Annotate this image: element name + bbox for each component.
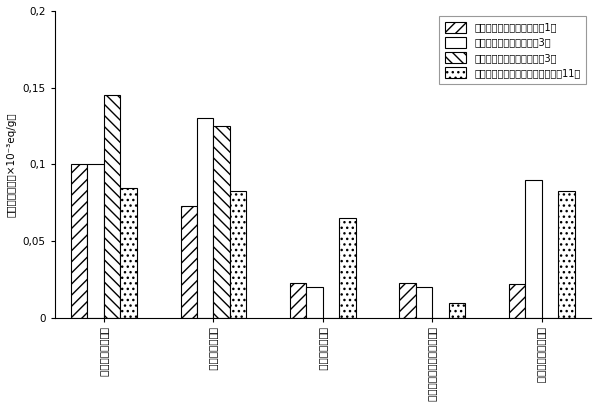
Bar <box>230 191 246 318</box>
Bar <box>306 287 323 318</box>
Bar <box>558 191 575 318</box>
Bar <box>448 303 465 318</box>
Bar <box>416 287 432 318</box>
Bar <box>526 180 542 318</box>
Bar <box>120 187 137 318</box>
Bar <box>399 283 416 318</box>
Bar <box>197 119 213 318</box>
Bar <box>339 218 356 318</box>
Y-axis label: 酸性・塗基度（×10⁻³eq/g）: 酸性・塗基度（×10⁻³eq/g） <box>7 112 17 217</box>
Bar <box>104 95 120 318</box>
Bar <box>509 284 526 318</box>
Bar <box>290 283 306 318</box>
Bar <box>87 164 104 318</box>
Bar <box>181 206 197 318</box>
Bar <box>71 164 87 318</box>
Bar <box>213 126 230 318</box>
Legend: 過熱水蔣気未処理（比較例1）, 過熱水蔣気のみ（参考例3）, 過熱水蔣気＋窒素（実施例3）, 過熱水蔣気＋二酸化炎素（実施例11）: 過熱水蔣気未処理（比較例1）, 過熱水蔣気のみ（参考例3）, 過熱水蔣気＋窒素（… <box>439 16 586 84</box>
